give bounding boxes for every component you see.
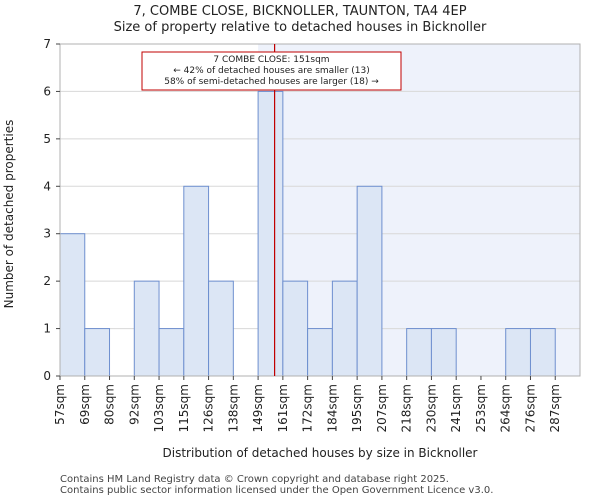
y-tick-label: 4 [43,179,51,193]
axes-layer: 0 1 2 3 4 5 6 7 57sqm 69sqm 80sqm 92sqm 103sqm 115sqm… [43,37,581,432]
bar-69sqm [84,328,111,377]
x-tick-label: 218sqm [400,384,414,432]
x-tick-label: 230sqm [424,384,438,432]
y-tick-label: 6 [43,84,51,98]
x-axis-label: Distribution of detached houses by size … [163,446,478,460]
y-tick-label: 7 [43,37,51,51]
x-tick-label: 149sqm [251,384,265,432]
y-tick-label: 5 [43,132,51,146]
bar-218sqm [406,328,432,377]
bar-126sqm [208,280,234,377]
x-tick-label: 276sqm [523,384,537,432]
x-tick-label: 241sqm [449,384,463,432]
shaded-region [258,44,580,376]
bar-276sqm [529,328,556,377]
y-tick-label: 1 [43,322,51,336]
chart-title: 7, COMBE CLOSE, BICKNOLLER, TAUNTON, TA4… [133,4,467,19]
x-tick-label: 264sqm [499,384,513,432]
shade-layer [258,44,580,376]
y-tick-label: 3 [43,227,51,241]
x-tick-label: 92sqm [127,384,141,425]
annotation-box [141,51,402,91]
bar-230sqm [430,328,457,377]
x-tick-label: 57sqm [53,384,67,425]
bar-57sqm [59,233,86,377]
footer-licence: Contains public sector information licen… [60,485,494,496]
annotation-line: 7 COMBE CLOSE: 151sqm [213,55,329,65]
bar-172sqm [307,328,333,377]
x-tick-label: 103sqm [152,384,166,432]
x-tick-label: 184sqm [325,384,339,432]
x-tick-label: 207sqm [375,384,389,432]
annotation-line: ← 42% of detached houses are smaller (13… [173,66,370,76]
footer-copyright: Contains HM Land Registry data © Crown c… [60,474,449,485]
x-tick-label: 161sqm [276,384,290,432]
y-tick-label: 0 [43,369,51,383]
bar-195sqm [356,185,383,377]
x-tick-label: 253sqm [474,384,488,432]
bar-103sqm [158,328,185,377]
x-tick-label: 115sqm [177,384,191,432]
annotation-line: 58% of semi-detached houses are larger (… [164,77,379,87]
x-tick-label: 195sqm [350,384,364,432]
plot-frame [59,43,581,377]
bar-264sqm [505,328,531,377]
bar-184sqm [331,280,358,377]
x-tick-label: 138sqm [226,384,240,432]
y-tick-label: 2 [43,274,51,288]
x-tick-label: 126sqm [202,384,216,432]
annotation-layer: 7 COMBE CLOSE: 151sqm← 42% of detached h… [141,44,402,376]
chart-subtitle: Size of property relative to detached ho… [113,20,487,35]
bar-161sqm [282,280,309,377]
bar-92sqm [133,280,160,377]
y-axis-label: Number of detached properties [2,120,16,309]
x-tick-label: 69sqm [78,384,92,425]
x-tick-label: 172sqm [301,384,315,432]
bar-149sqm [257,90,284,377]
bar-115sqm [183,185,210,377]
x-tick-label: 80sqm [103,384,117,425]
x-tick-label: 287sqm [548,384,562,432]
